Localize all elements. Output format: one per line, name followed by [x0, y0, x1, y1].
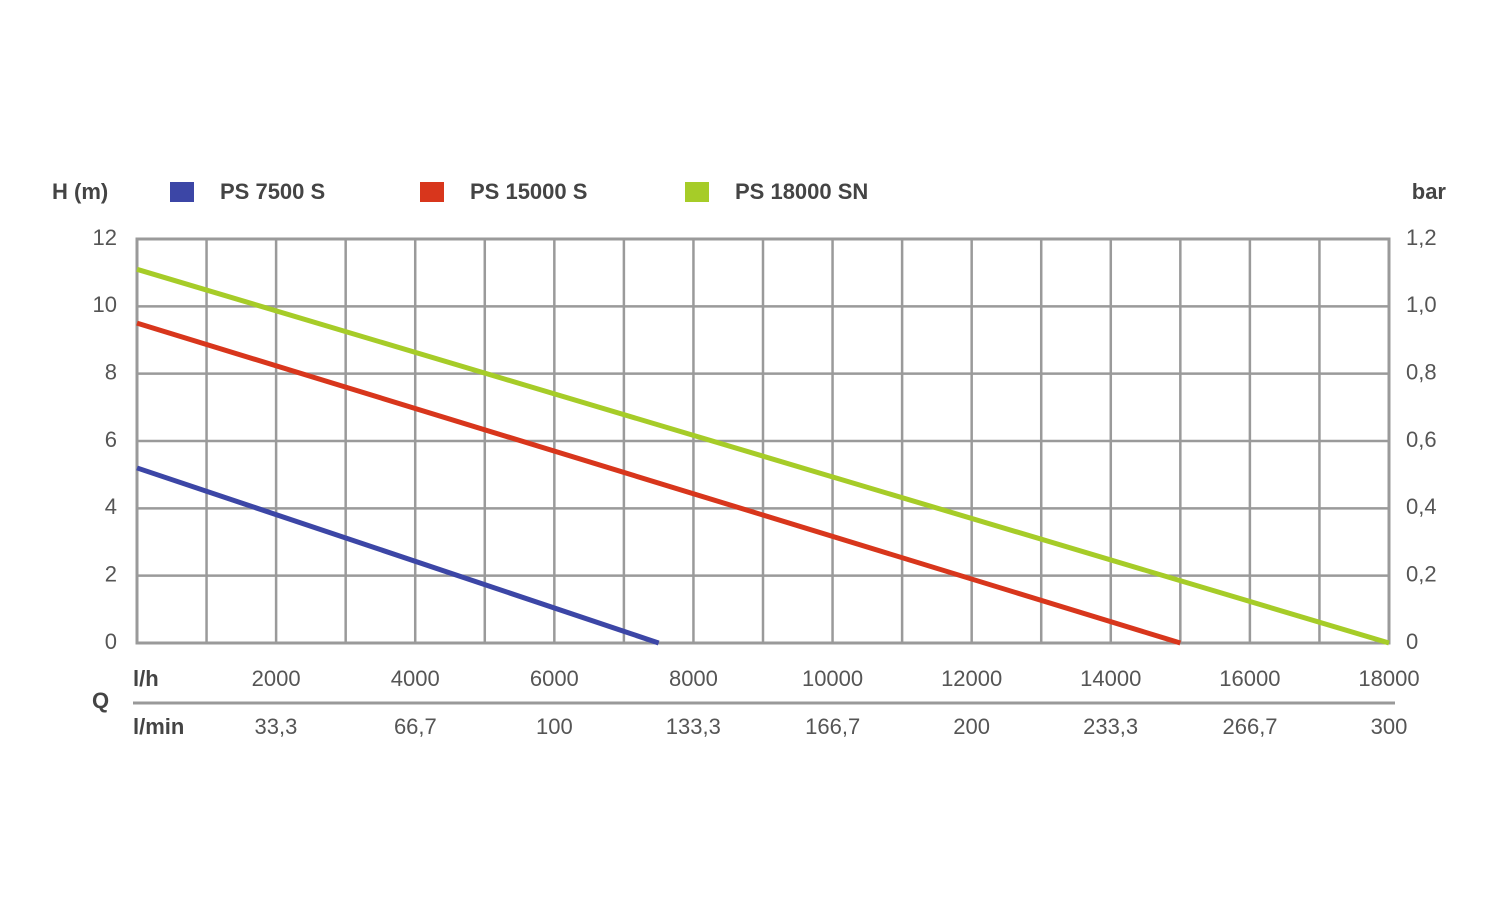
- x2-tick-label: 66,7: [394, 714, 437, 739]
- x-tick-label: 8000: [669, 666, 718, 691]
- y-tick-label: 12: [93, 225, 117, 250]
- x2-tick-label: 166,7: [805, 714, 860, 739]
- y-tick-label: 10: [93, 292, 117, 317]
- y-tick-label: 2: [105, 561, 117, 586]
- y-tick-label: 4: [105, 494, 117, 519]
- x-group-title: Q: [92, 688, 109, 713]
- x2-tick-label: 133,3: [666, 714, 721, 739]
- legend-label: PS 15000 S: [470, 179, 587, 204]
- y-tick-label: 6: [105, 427, 117, 452]
- legend-swatch: [685, 182, 709, 202]
- y-axis-title: H (m): [52, 179, 108, 204]
- x-tick-label: 12000: [941, 666, 1002, 691]
- x-tick-label: 2000: [252, 666, 301, 691]
- y2-tick-label: 0: [1406, 629, 1418, 654]
- series-line: [136, 465, 660, 646]
- series-line: [136, 320, 1182, 646]
- series-line: [136, 266, 1390, 646]
- legend-swatch: [420, 182, 444, 202]
- x2-tick-label: 100: [536, 714, 573, 739]
- x2-tick-label: 266,7: [1222, 714, 1277, 739]
- x-tick-label: 14000: [1080, 666, 1141, 691]
- x-tick-label: 6000: [530, 666, 579, 691]
- x-axis-title: l/h: [133, 666, 159, 691]
- x2-tick-label: 233,3: [1083, 714, 1138, 739]
- x-tick-label: 10000: [802, 666, 863, 691]
- legend-label: PS 7500 S: [220, 179, 325, 204]
- x2-tick-label: 200: [953, 714, 990, 739]
- plot-frame: [135, 237, 1391, 645]
- x-tick-label: 16000: [1219, 666, 1280, 691]
- x2-tick-label: 33,3: [255, 714, 298, 739]
- y2-tick-label: 0,2: [1406, 561, 1437, 586]
- x-tick-label: 18000: [1358, 666, 1419, 691]
- y2-tick-label: 0,8: [1406, 359, 1437, 384]
- y2-axis-title: bar: [1412, 179, 1447, 204]
- x2-tick-label: 300: [1371, 714, 1408, 739]
- y2-tick-label: 0,6: [1406, 427, 1437, 452]
- x-tick-label: 4000: [391, 666, 440, 691]
- y2-tick-label: 1,2: [1406, 225, 1437, 250]
- y-tick-label: 0: [105, 629, 117, 654]
- legend-label: PS 18000 SN: [735, 179, 868, 204]
- y2-tick-label: 0,4: [1406, 494, 1437, 519]
- y2-tick-label: 1,0: [1406, 292, 1437, 317]
- y-tick-label: 8: [105, 359, 117, 384]
- legend-swatch: [170, 182, 194, 202]
- x2-axis-title: l/min: [133, 714, 184, 739]
